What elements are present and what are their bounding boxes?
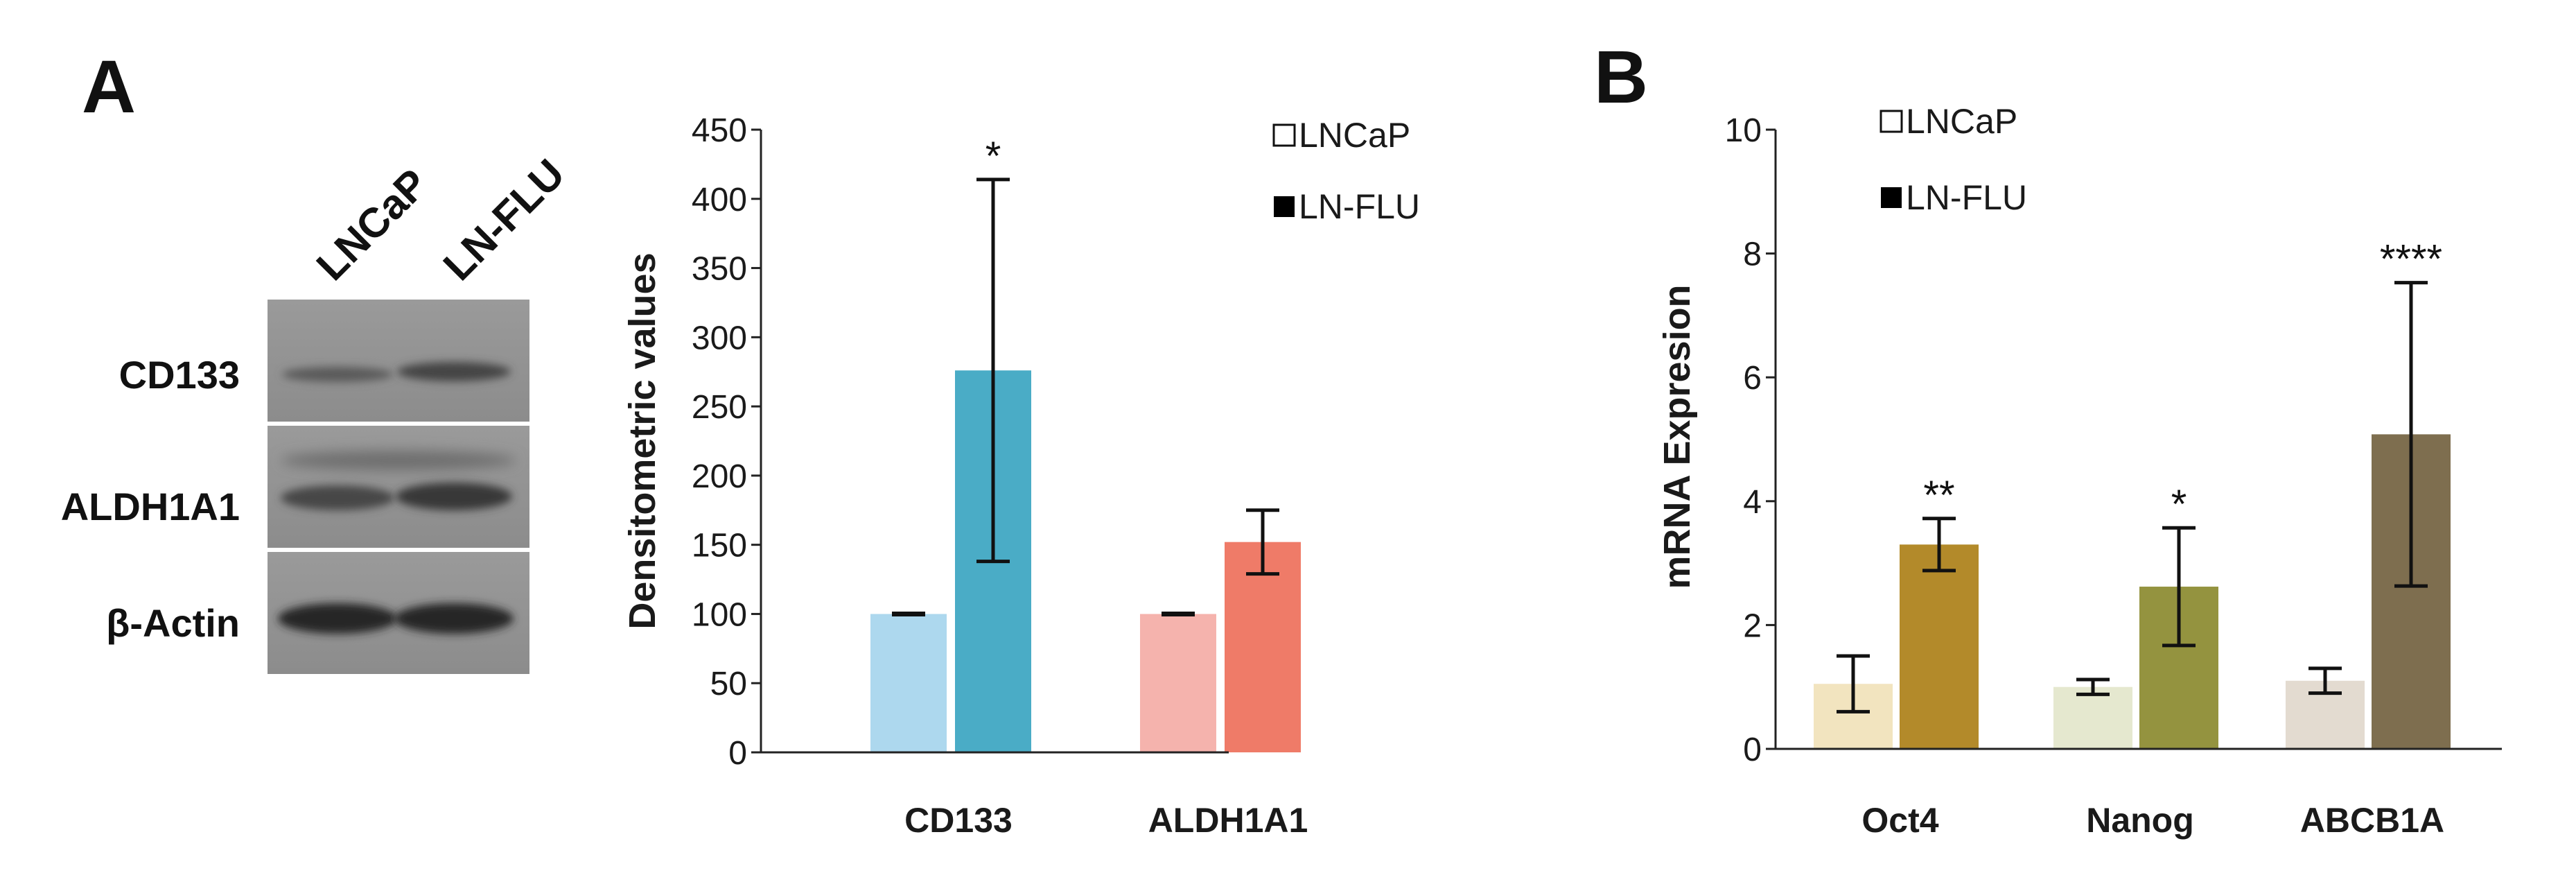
chart-a-ytick-label: 100	[692, 596, 747, 633]
chart-a-legend-swatch-lnflu	[1274, 196, 1295, 217]
blot-band-aldh1a1-lnflu	[396, 483, 512, 510]
chart-a-bar-lncap-cd133	[870, 614, 947, 752]
chart-b-error-group	[1837, 281, 2428, 714]
chart-b-bar-group	[1814, 434, 2451, 749]
chart-a-bar-ln-flu-aldh1a1	[1225, 542, 1301, 752]
chart-b-legend-label-lnflu: LN-FLU	[1906, 178, 2027, 217]
chart-a-legend-swatch-lncap	[1272, 123, 1296, 147]
blot-row-label-beta-actin: β-Actin	[106, 601, 240, 645]
chart-a-bar-lncap-aldh1a1	[1140, 614, 1216, 752]
chart-a-annotation-group: *	[985, 134, 1001, 179]
chart-b-ylabel: mRNA Expresion	[1656, 284, 1698, 589]
chart-a-category-aldh1a1: ALDH1A1	[1148, 801, 1308, 840]
chart-b-errorbar-ln-flu-oct4	[1922, 517, 1956, 573]
chart-a-bar-group	[870, 370, 1301, 752]
blot-lane-label-lnflu: LN-FLU	[435, 150, 574, 290]
chart-a-legend: LNCaP LN-FLU	[1272, 116, 1420, 226]
chart-b-bar-lncap-nanog	[2053, 686, 2132, 749]
chart-a-errorbar-lncap-cd133	[892, 611, 925, 616]
chart-b-errorbar-ln-flu-nanog	[2162, 526, 2196, 648]
blot-band-aldh1a1-upper	[281, 451, 516, 470]
densitometry-chart: 0 50 100 150 200 250 300 350 400 450 * Densitomet…	[622, 112, 1420, 840]
chart-a-ytick-label: 200	[692, 458, 747, 495]
blot-band-beta-actin-lncap	[278, 603, 397, 634]
chart-b-errorbar-lncap-abcb1a	[2308, 666, 2342, 695]
chart-b-errorbar-ln-flu-abcb1a	[2394, 281, 2428, 588]
blot-row-label-cd133: CD133	[119, 353, 240, 397]
chart-b-significance-nanog: *	[2171, 482, 2187, 527]
chart-a-ytick-label: 450	[692, 112, 747, 149]
chart-b-annotation-group: ** *****	[1923, 237, 2442, 528]
chart-a-ylabel: Densitometric values	[622, 252, 663, 629]
chart-a-category-cd133: CD133	[904, 801, 1013, 840]
chart-b-errorbar-lncap-oct4	[1837, 654, 1870, 714]
chart-a-ytick-label: 300	[692, 320, 747, 356]
blot-band-cd133-lnflu	[397, 362, 511, 381]
chart-b-bar-ln-flu-oct4	[1900, 544, 1979, 749]
chart-a-significance-cd133: *	[985, 134, 1001, 179]
blot-lane-label-lncap: LNCaP	[308, 160, 437, 289]
blot-strip-cd133	[268, 300, 529, 422]
chart-b-errorbar-lncap-nanog	[2076, 677, 2110, 696]
chart-b-significance-oct4: **	[1923, 473, 1954, 518]
chart-a-legend-label-lnflu: LN-FLU	[1299, 187, 1420, 226]
chart-a-ytick-label: 50	[710, 666, 747, 702]
chart-b-category-abcb1a: ABCB1A	[2300, 801, 2444, 840]
chart-b-ytick-label: 4	[1743, 484, 1762, 521]
chart-b-category-nanog: Nanog	[2086, 801, 2194, 840]
chart-a-ytick-group: 0 50 100 150 200 250 300 350 400 450	[692, 112, 761, 772]
blot-band-beta-actin-lnflu	[394, 603, 514, 634]
blot-row-label-aldh1a1: ALDH1A1	[61, 485, 240, 528]
chart-b-significance-abcb1a: ****	[2380, 237, 2442, 282]
chart-a-ytick-label: 0	[728, 735, 747, 772]
chart-b-legend-swatch-lnflu	[1881, 187, 1902, 208]
panel-a-letter: A	[82, 44, 136, 128]
chart-b-ytick-label: 10	[1725, 112, 1762, 149]
chart-b-ytick-group: 0 2 4 6 8 10	[1725, 112, 1776, 768]
blot-band-aldh1a1-lncap	[281, 485, 394, 510]
chart-b-ytick-label: 0	[1743, 732, 1762, 768]
chart-a-legend-label-lncap: LNCaP	[1299, 116, 1410, 155]
chart-a-ytick-label: 250	[692, 389, 747, 426]
chart-a-error-group	[892, 178, 1279, 616]
chart-b-ytick-label: 2	[1743, 607, 1762, 644]
chart-b-legend-label-lncap: LNCaP	[1906, 102, 2017, 141]
chart-a-errorbar-lncap-aldh1a1	[1162, 611, 1195, 616]
chart-a-ytick-label: 350	[692, 251, 747, 288]
chart-a-ytick-label: 150	[692, 528, 747, 564]
chart-b-legend-swatch-lncap	[1880, 110, 1903, 133]
chart-a-errorbar-ln-flu-aldh1a1	[1246, 508, 1279, 576]
blot-band-cd133-lncap	[282, 367, 393, 382]
western-blot: LNCaP LN-FLU CD133 ALDH1A1 β-Actin	[61, 150, 574, 674]
chart-b-ytick-label: 6	[1743, 360, 1762, 397]
chart-b-ytick-label: 8	[1743, 236, 1762, 273]
chart-b-category-oct4: Oct4	[1861, 801, 1938, 840]
panel-b-letter: B	[1594, 35, 1648, 119]
chart-a-errorbar-ln-flu-cd133	[976, 178, 1010, 564]
chart-a-ytick-label: 400	[692, 182, 747, 218]
chart-b-legend: LNCaP LN-FLU	[1880, 102, 2027, 217]
